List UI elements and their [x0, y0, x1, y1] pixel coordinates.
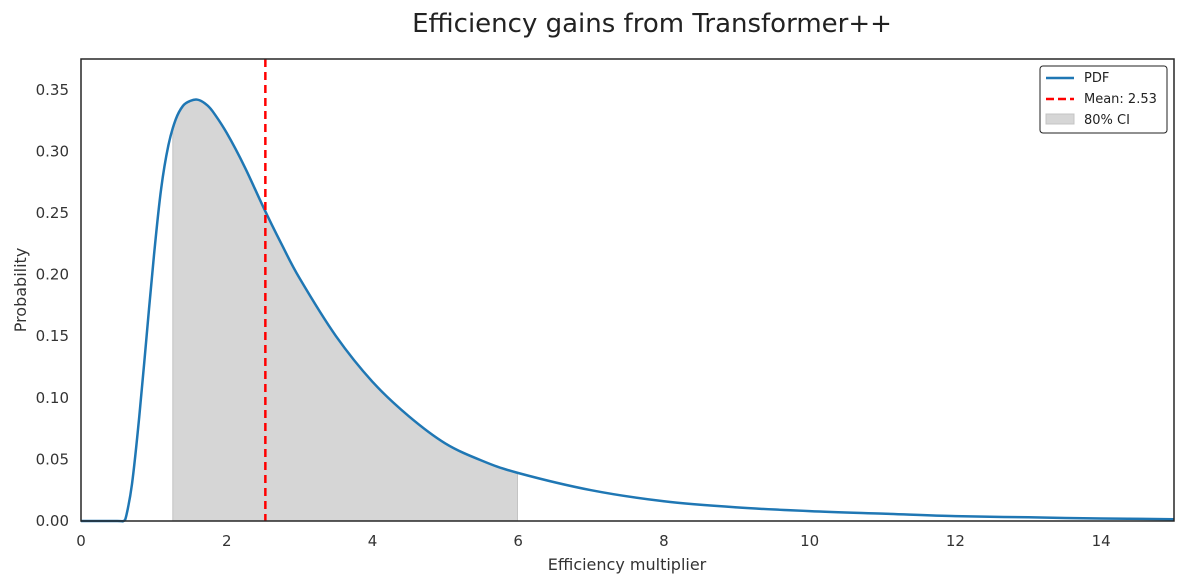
- y-tick-label: 0.30: [36, 142, 69, 160]
- y-axis-label: Probability: [11, 248, 30, 333]
- plot-frame: [80, 58, 1175, 522]
- x-tick-label: 8: [659, 532, 669, 550]
- y-tick-label: 0.10: [36, 389, 69, 407]
- x-tick-label: 2: [222, 532, 232, 550]
- y-axis-ticks: 0.00 0.05 0.10 0.15 0.20 0.25 0.30 0.35: [36, 81, 69, 530]
- legend-label-ci: 80% CI: [1084, 113, 1130, 128]
- chart-title: Efficiency gains from Transformer++: [412, 9, 892, 39]
- x-tick-label: 0: [76, 532, 86, 550]
- x-axis-label: Efficiency multiplier: [548, 555, 707, 574]
- y-tick-label: 0.35: [36, 81, 69, 99]
- y-tick-label: 0.05: [36, 450, 69, 468]
- x-tick-label: 10: [800, 532, 819, 550]
- x-tick-label: 6: [513, 532, 523, 550]
- y-tick-label: 0.20: [36, 266, 69, 284]
- legend: PDF Mean: 2.53 80% CI: [1039, 65, 1168, 134]
- x-tick-label: 14: [1092, 532, 1111, 550]
- legend-swatch-ci: [1045, 113, 1075, 125]
- pdf-line: [80, 98, 1175, 523]
- ci-area: [172, 99, 518, 522]
- legend-label-mean: Mean: 2.53: [1084, 92, 1157, 107]
- x-axis-ticks: 0 2 4 6 8 10 12 14: [76, 532, 1110, 550]
- plot-area: [80, 58, 1175, 523]
- legend-label-pdf: PDF: [1084, 71, 1109, 86]
- y-tick-label: 0.00: [36, 512, 69, 530]
- x-tick-label: 4: [368, 532, 378, 550]
- y-tick-label: 0.15: [36, 327, 69, 345]
- y-tick-label: 0.25: [36, 204, 69, 222]
- x-tick-label: 12: [946, 532, 965, 550]
